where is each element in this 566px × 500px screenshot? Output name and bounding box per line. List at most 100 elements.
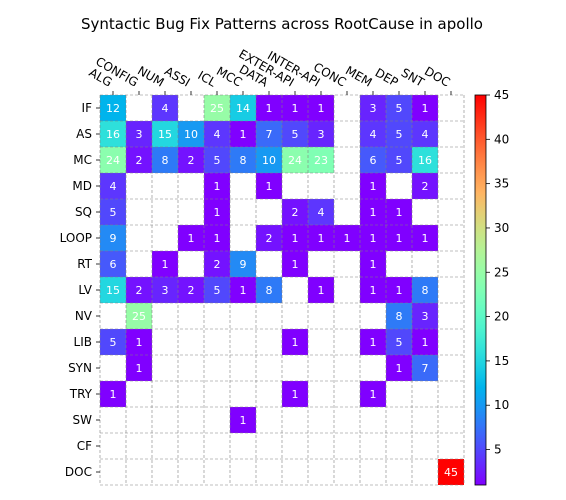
y-tick-label: NV <box>75 309 93 323</box>
x-tick-label: SNT <box>399 66 427 90</box>
heatmap-cell <box>126 277 152 303</box>
heatmap-cell <box>412 121 438 147</box>
heatmap-cell <box>360 121 386 147</box>
colorbar-tick-label: 40 <box>494 132 509 146</box>
cell-value-label: 16 <box>418 154 432 167</box>
cell-value-label: 1 <box>292 388 299 401</box>
y-tick-label: SYN <box>68 361 92 375</box>
colorbar-tick-label: 15 <box>494 354 509 368</box>
y-axis-ticks: IF AS MC MD SQ LOOP RT LV NV LIB SYN TRY SW CF DOC <box>60 101 100 479</box>
cell-value-label: 5 <box>396 154 403 167</box>
y-tick-label: TRY <box>69 387 93 401</box>
cell-value-label: 2 <box>266 232 273 245</box>
heatmap-cells: 12 4 25 14 1 1 1 3 5 116 3 15 10 4 1 7 5 3 4 5 424 2 8 2 5 8 10 24 2… <box>100 95 464 485</box>
x-tick-label: ASSI <box>162 64 192 90</box>
cell-value-label: 4 <box>110 180 117 193</box>
cell-value-label: 16 <box>106 128 120 141</box>
heatmap-cell <box>386 303 412 329</box>
colorbar-tick-label: 25 <box>494 265 509 279</box>
heatmap-cell <box>386 225 412 251</box>
cell-value-label: 2 <box>422 180 429 193</box>
heatmap-cell <box>282 121 308 147</box>
cell-value-label: 1 <box>422 102 429 115</box>
y-tick-label: MD <box>72 179 92 193</box>
heatmap-cell <box>256 225 282 251</box>
heatmap-cell <box>256 121 282 147</box>
heatmap-cell <box>386 147 412 173</box>
cell-value-label: 15 <box>158 128 172 141</box>
cell-value-label: 2 <box>214 258 221 271</box>
cell-value-label: 2 <box>188 284 195 297</box>
heatmap-cell <box>100 147 126 173</box>
y-tick-label: RT <box>77 257 92 271</box>
y-tick-label: DOC <box>65 465 92 479</box>
cell-value-label: 6 <box>370 154 377 167</box>
cell-value-label: 23 <box>314 154 328 167</box>
cell-value-label: 5 <box>396 102 403 115</box>
heatmap-cell <box>100 329 126 355</box>
cell-value-label: 14 <box>236 102 250 115</box>
y-tick-label: AS <box>76 127 92 141</box>
cell-value-label: 1 <box>344 232 351 245</box>
heatmap-cell <box>282 381 308 407</box>
cell-value-label: 5 <box>292 128 299 141</box>
cell-value-label: 3 <box>136 128 143 141</box>
heatmap-cell <box>386 199 412 225</box>
cell-value-label: 10 <box>184 128 198 141</box>
cell-value-label: 1 <box>214 206 221 219</box>
x-tick-label: DOC <box>422 64 452 90</box>
chart-title: Syntactic Bug Fix Patterns across RootCa… <box>81 15 483 33</box>
y-tick-label: IF <box>82 101 93 115</box>
cell-value-label: 8 <box>266 284 273 297</box>
colorbar-tick-label: 30 <box>494 221 509 235</box>
cell-value-label: 10 <box>262 154 276 167</box>
cell-value-label: 1 <box>188 232 195 245</box>
heatmap-cell <box>360 381 386 407</box>
cell-value-label: 1 <box>214 180 221 193</box>
heatmap-cell <box>100 225 126 251</box>
heatmap-cell <box>360 329 386 355</box>
cell-value-label: 2 <box>292 206 299 219</box>
cell-value-label: 24 <box>106 154 120 167</box>
cell-value-label: 25 <box>132 310 146 323</box>
heatmap-cell <box>308 199 334 225</box>
cell-value-label: 5 <box>396 128 403 141</box>
cell-value-label: 3 <box>318 128 325 141</box>
x-tick-label: ICL <box>195 68 218 90</box>
cell-value-label: 1 <box>162 258 169 271</box>
colorbar-ticks: 5 10 15 20 25 30 35 40 45 <box>486 88 509 457</box>
cell-value-label: 1 <box>396 362 403 375</box>
heatmap-cell <box>412 303 438 329</box>
heatmap-cell <box>126 355 152 381</box>
y-tick-label: LIB <box>74 335 92 349</box>
colorbar-tick-label: 20 <box>494 310 509 324</box>
heatmap-cell <box>178 225 204 251</box>
heatmap-cell <box>412 225 438 251</box>
y-tick-label: LV <box>78 283 92 297</box>
cell-value-label: 1 <box>240 128 247 141</box>
heatmap-cell <box>126 303 152 329</box>
cell-value-label: 1 <box>370 336 377 349</box>
y-tick-label: CF <box>77 439 92 453</box>
colorbar-tick-label: 45 <box>494 88 509 102</box>
heatmap-cell <box>412 329 438 355</box>
heatmap-cell <box>386 355 412 381</box>
cell-value-label: 7 <box>422 362 429 375</box>
cell-value-label: 2 <box>136 154 143 167</box>
heatmap-cell <box>100 251 126 277</box>
heatmap-cell <box>204 147 230 173</box>
cell-value-label: 8 <box>240 154 247 167</box>
heatmap-cell <box>230 251 256 277</box>
heatmap-cell <box>100 173 126 199</box>
heatmap-cell <box>100 199 126 225</box>
heatmap-cell <box>100 381 126 407</box>
y-tick-label: MC <box>73 153 92 167</box>
cell-value-label: 1 <box>136 362 143 375</box>
cell-value-label: 4 <box>214 128 221 141</box>
heatmap-cell <box>282 225 308 251</box>
heatmap-cell <box>256 173 282 199</box>
heatmap-cell <box>152 147 178 173</box>
heatmap-cell <box>386 277 412 303</box>
cell-value-label: 2 <box>136 284 143 297</box>
cell-value-label: 1 <box>396 232 403 245</box>
